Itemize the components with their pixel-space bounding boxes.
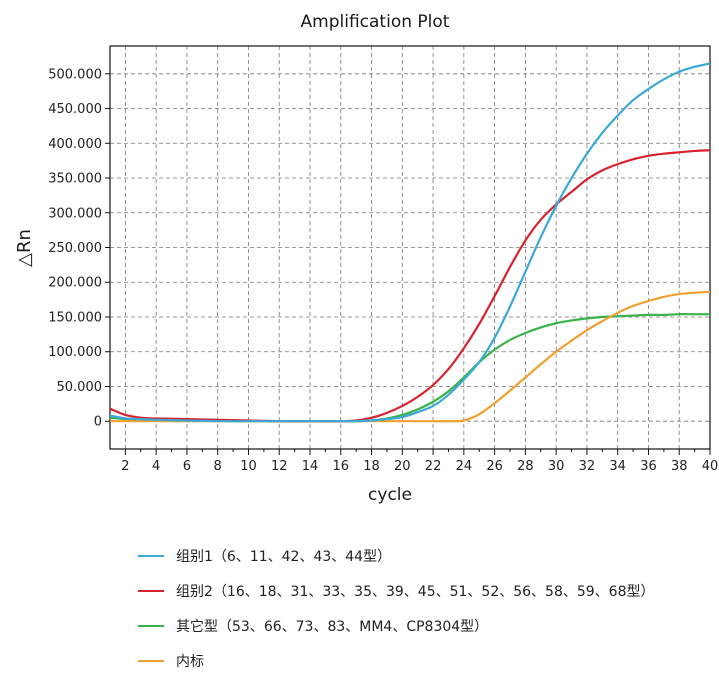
x-tick-label: 30 [548, 459, 565, 474]
legend-item-3: 其它型（53、66、73、83、MM4、CP8304型） [138, 608, 655, 643]
x-tick-label: 32 [579, 459, 596, 474]
x-tick-label: 38 [671, 459, 688, 474]
x-tick-label: 26 [486, 459, 503, 474]
series-line-1 [109, 62, 711, 423]
x-tick-label: 20 [394, 459, 411, 474]
y-axis-ticks: 0 50.000 100.000 150.000 200.000 250.000 300.0… [48, 67, 110, 430]
grid [110, 46, 711, 449]
x-tick-label: 40 [702, 459, 719, 474]
legend-swatch [138, 624, 164, 627]
legend-item-2: 组别2（16、18、31、33、35、39、45、51、52、56、58、59、… [138, 573, 655, 608]
y-tick-label: 150.000 [48, 310, 102, 325]
legend-swatch [138, 554, 164, 557]
x-tick-label: 24 [456, 459, 473, 474]
x-tick-label: 28 [517, 459, 534, 474]
x-tick-label: 8 [214, 459, 222, 474]
chart-title: Amplification Plot [301, 12, 450, 32]
amplification-chart: Amplification Plot 0 50.000 100.000 150.000… [14, 12, 718, 505]
y-tick-label: 450.000 [48, 102, 102, 117]
legend-item-4: 内标 [138, 643, 655, 678]
x-axis-ticks: 2 4 6 8 10 12 14 16 18 20 22 24 26 28 30 32 34 36 38 40 [121, 449, 718, 474]
x-tick-label: 18 [363, 459, 380, 474]
legend-swatch [138, 659, 164, 662]
legend-swatch [138, 589, 164, 592]
y-tick-label: 500.000 [48, 67, 102, 82]
x-tick-label: 34 [609, 459, 626, 474]
y-tick-label: 50.000 [57, 380, 103, 395]
legend: 组别1（6、11、42、43、44型） 组别2（16、18、31、33、35、39… [138, 538, 655, 678]
x-tick-label: 4 [152, 459, 160, 474]
series-line-3 [109, 313, 710, 423]
x-tick-label: 36 [640, 459, 657, 474]
x-axis-label: cycle [368, 485, 412, 505]
series-lines [109, 62, 711, 423]
legend-label: 内标 [176, 653, 204, 670]
x-tick-label: 12 [271, 459, 288, 474]
legend-label: 其它型（53、66、73、83、MM4、CP8304型） [176, 618, 489, 635]
x-tick-label: 2 [121, 459, 129, 474]
x-tick-label: 22 [425, 459, 442, 474]
x-tick-label: 16 [332, 459, 349, 474]
x-tick-label: 6 [183, 459, 191, 474]
x-tick-label: 10 [240, 459, 257, 474]
y-tick-label: 400.000 [48, 137, 102, 152]
y-tick-label: 250.000 [48, 241, 102, 256]
legend-item-1: 组别1（6、11、42、43、44型） [138, 538, 655, 573]
y-tick-label: 300.000 [48, 206, 102, 221]
y-tick-label: 350.000 [48, 172, 102, 187]
series-line-2 [109, 149, 711, 423]
y-tick-label: 100.000 [48, 345, 102, 360]
legend-label: 组别2（16、18、31、33、35、39、45、51、52、56、58、59、… [176, 583, 655, 600]
y-tick-label: 200.000 [48, 276, 102, 291]
x-tick-label: 14 [302, 459, 319, 474]
legend-label: 组别1（6、11、42、43、44型） [176, 548, 392, 565]
plot-frame [109, 45, 711, 450]
y-tick-label: 0 [94, 415, 102, 430]
y-axis-label: △Rn [14, 229, 35, 267]
